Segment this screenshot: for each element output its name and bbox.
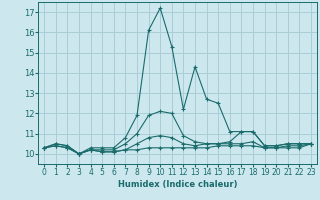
- X-axis label: Humidex (Indice chaleur): Humidex (Indice chaleur): [118, 180, 237, 189]
